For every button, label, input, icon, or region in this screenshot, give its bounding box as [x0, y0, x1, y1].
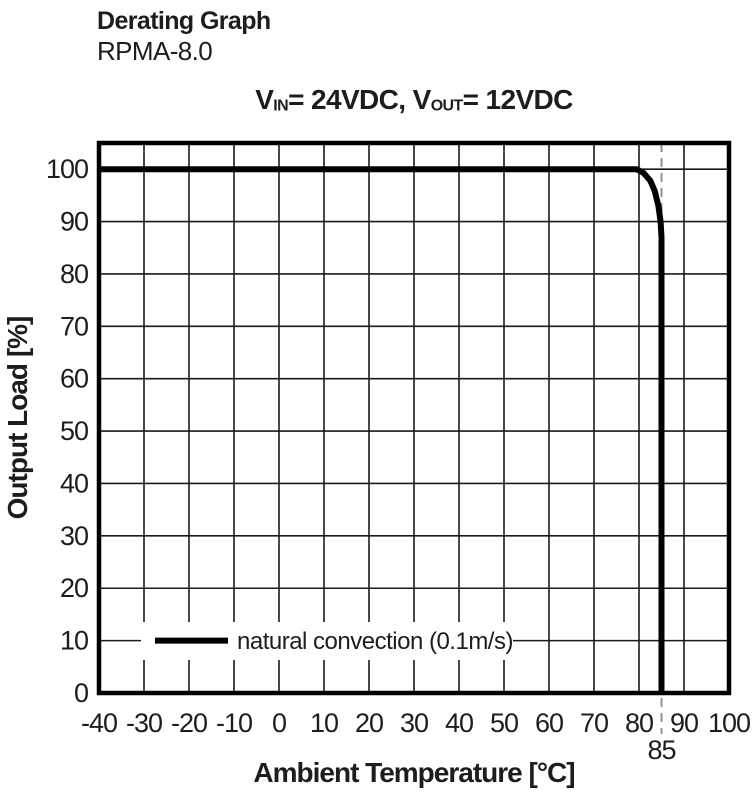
plot-frame [96, 140, 732, 696]
chart-title: VIN= 24VDC, VOUT= 12VDC [99, 84, 729, 116]
y-tick-label: 60 [60, 364, 88, 394]
x-tick-label: 80 [625, 708, 653, 738]
x-tick-label: 60 [535, 708, 563, 738]
x-tick-label: 10 [310, 708, 338, 738]
x-tick-label: 70 [580, 708, 608, 738]
x-tick-label: 100 [708, 708, 750, 738]
x-tick-label: 90 [670, 708, 698, 738]
derating-curve [99, 166, 665, 693]
y-tick-label: 50 [60, 416, 88, 446]
document-header: Derating Graph RPMA-8.0 [97, 6, 271, 66]
x-tick-label: -20 [171, 708, 207, 738]
y-tick-label: 10 [60, 626, 88, 656]
y-tick-label: 70 [60, 311, 88, 341]
legend-label: natural convection (0.1m/s) [237, 628, 513, 655]
x-tick-label: 20 [355, 708, 383, 738]
y-axis-title: Output Load [%] [2, 317, 33, 520]
x-axis-title: Ambient Temperature [°C] [253, 757, 574, 788]
chart-title-text: = 12VDC [462, 84, 574, 115]
x-tick-label: 30 [400, 708, 428, 738]
y-tick-label: 90 [60, 207, 88, 237]
y-tick-label: 30 [60, 521, 88, 551]
derating-graph: natural convection (0.1m/s) -40 -30 -20 -10 0… [2, 140, 751, 788]
x-tick-label: 50 [490, 708, 518, 738]
x-tick-label: 40 [445, 708, 473, 738]
chart-title-text: = 24VDC, V [288, 84, 431, 115]
chart-title-text: V [255, 84, 274, 115]
y-tick-label: 40 [60, 468, 88, 498]
y-tick-label: 20 [60, 573, 88, 603]
chart-title-subscript: OUT [430, 97, 463, 115]
product-model: RPMA-8.0 [97, 36, 213, 67]
x-tick-label: -30 [126, 708, 162, 738]
y-tick-label: 100 [46, 154, 88, 184]
x-tick-label: -40 [81, 708, 117, 738]
x-tick-label: 0 [272, 708, 286, 738]
y-tick-label: 0 [74, 678, 88, 708]
page-title: Derating Graph [97, 7, 271, 35]
y-tick-label: 80 [60, 259, 88, 289]
annotation-85-label: 85 [647, 735, 675, 765]
x-tick-label: -10 [216, 708, 252, 738]
chart-title-subscript: IN [273, 97, 289, 115]
